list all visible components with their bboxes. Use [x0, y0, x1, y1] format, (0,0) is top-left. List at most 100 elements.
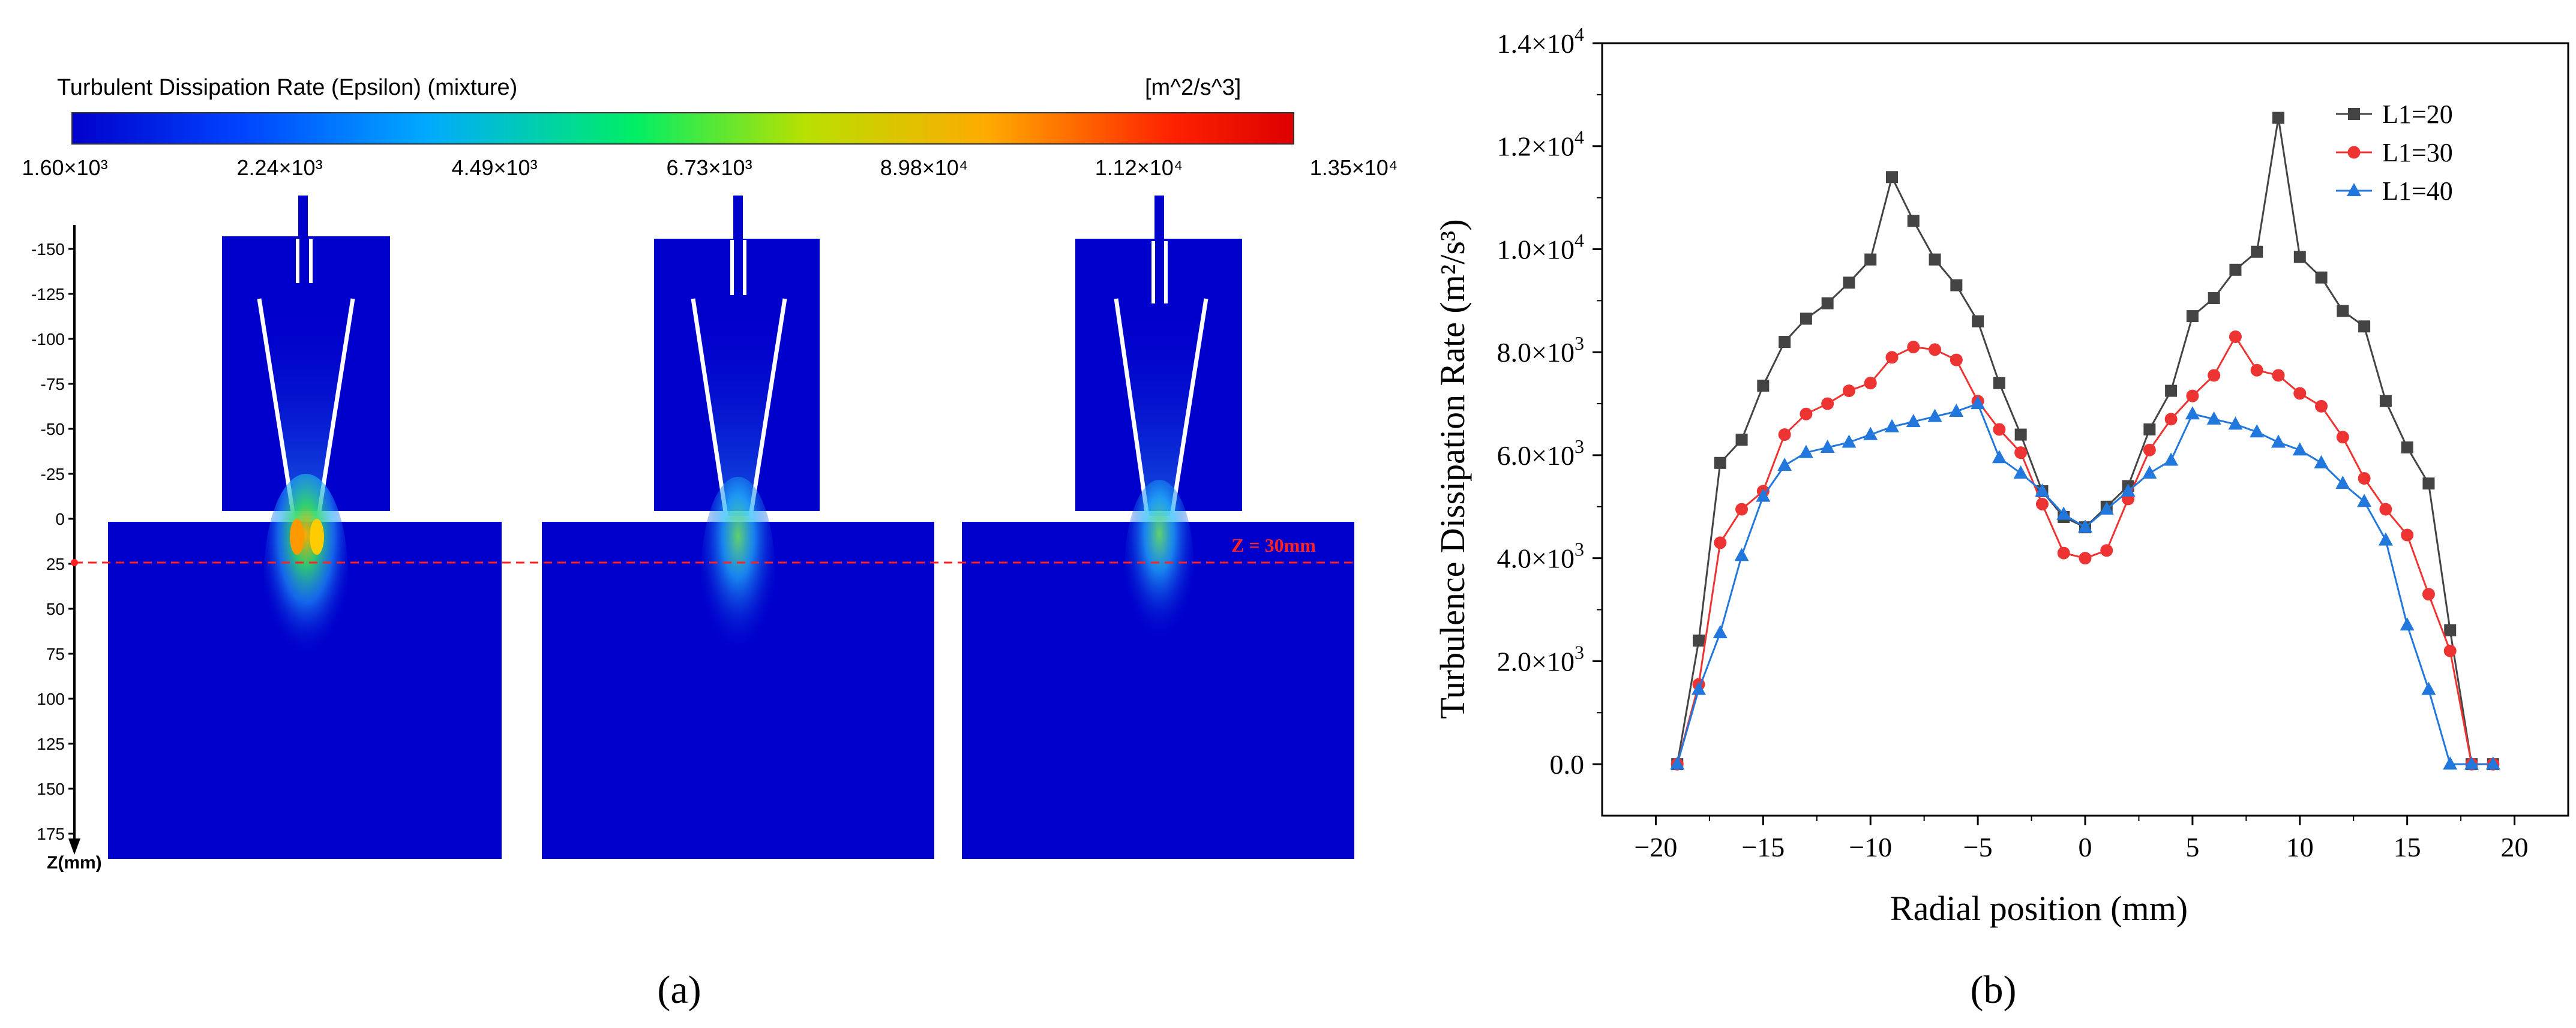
data-point	[1821, 297, 1834, 309]
data-point	[2422, 477, 2435, 490]
x-tick-label: 10	[2286, 832, 2314, 862]
data-point	[2186, 389, 2199, 402]
colorbar-tick-label: 4.49×10³	[451, 155, 537, 180]
data-point	[1693, 635, 1705, 647]
colorbar-tick-label: 8.98×10⁴	[880, 155, 968, 180]
data-point	[1863, 426, 1878, 440]
data-point	[1714, 536, 1727, 549]
data-point	[1992, 450, 2007, 464]
data-point	[2422, 588, 2435, 601]
chart-ticks: −20 −15 −10 −5 0 5 10 15 200.02.0×1034.0×1036.0×…	[1497, 23, 2529, 862]
colorbar-tick-label: 1.60×10³	[22, 155, 107, 180]
series-L1=30	[1671, 330, 2500, 771]
data-point	[2100, 544, 2113, 557]
y-tick-label: 4.0×103	[1497, 539, 1584, 574]
z-axis-tick-label: -150	[31, 240, 65, 258]
data-point	[2485, 756, 2500, 770]
data-point	[1907, 341, 1920, 354]
data-point	[2143, 443, 2156, 456]
data-point	[1757, 380, 1770, 392]
panel-b-caption: (b)	[1971, 968, 2017, 1012]
data-point	[1971, 396, 1986, 410]
data-point	[1949, 403, 1964, 417]
data-point	[2208, 292, 2220, 305]
z-axis-ticks: -150 -125 -100 -75 -50 -25 0 25 50 75 100 125 150 175	[31, 240, 78, 843]
y-tick-exponent: 3	[1575, 435, 1584, 457]
data-point	[2164, 452, 2179, 466]
series-line	[1676, 335, 2493, 765]
data-point	[2229, 263, 2242, 276]
y-tick-label: 6.0×103	[1497, 435, 1584, 471]
data-point	[2293, 251, 2306, 263]
x-tick-label: 0	[2079, 832, 2092, 862]
data-point	[2315, 271, 2328, 284]
z-axis-tick-label: 125	[37, 735, 65, 753]
x-tick-label: 5	[2185, 832, 2199, 862]
data-point	[2337, 305, 2349, 317]
z-axis: Z(mm)	[47, 225, 102, 873]
data-point	[2079, 552, 2092, 565]
data-point	[1972, 315, 1984, 327]
chart-xlabel: Radial position (mm)	[1890, 889, 2188, 928]
data-point	[1885, 419, 1899, 432]
data-point	[2121, 483, 2136, 497]
data-point	[2379, 503, 2392, 516]
z-axis-tick-label: 150	[37, 780, 65, 798]
x-tick-label: 15	[2394, 832, 2421, 862]
data-point	[1777, 458, 1792, 471]
legend-marker	[2348, 108, 2360, 120]
y-tick-exponent: 3	[1575, 641, 1584, 663]
chart-series	[1670, 112, 2500, 771]
y-tick-mantissa: 1.0×10	[1497, 234, 1575, 264]
nozzle-wall	[257, 298, 296, 516]
y-tick-label: 1.4×104	[1497, 23, 1584, 59]
data-point	[1670, 756, 1685, 770]
turbulence-hotspot	[290, 519, 304, 555]
data-point	[2357, 494, 2372, 507]
data-point	[1735, 434, 1748, 446]
z-axis-tick-label: -25	[41, 465, 65, 483]
y-tick-exponent: 4	[1575, 23, 1584, 45]
data-point	[2272, 369, 2285, 382]
data-point	[1779, 336, 1791, 348]
data-point	[2421, 681, 2436, 695]
z-axis-tick-label: 25	[46, 555, 65, 573]
y-tick-label: 8.0×103	[1497, 332, 1584, 368]
data-point	[1929, 343, 1942, 356]
data-point	[2186, 310, 2199, 323]
data-point	[2443, 644, 2457, 657]
y-tick-label: 2.0×103	[1497, 641, 1584, 677]
simulation-case-2	[542, 196, 934, 859]
colorbar-tick-label: 1.12×10⁴	[1095, 155, 1183, 180]
series-L1=20	[1671, 112, 2499, 771]
legend-label: L1=30	[2382, 138, 2453, 167]
y-tick-label: 1.0×104	[1497, 229, 1584, 264]
data-point	[2078, 519, 2092, 533]
x-tick-label: −20	[1634, 832, 1677, 862]
series-L1=40	[1670, 396, 2500, 770]
legend-label: L1=20	[2382, 100, 2453, 129]
z-axis-tick-label: 175	[37, 825, 65, 843]
data-point	[2142, 465, 2157, 479]
series-line	[1676, 118, 2493, 765]
y-tick-exponent: 4	[1575, 127, 1584, 148]
data-point	[2250, 363, 2263, 377]
colorbar-tick-label: 1.35×10⁴	[1310, 155, 1398, 180]
turbulence-plume	[264, 474, 348, 678]
z-axis-label: Z(mm)	[47, 853, 102, 873]
nozzle-wall	[316, 298, 355, 516]
z-axis-tick-label: 100	[37, 690, 65, 708]
colorbar-title: Turbulent Dissipation Rate (Epsilon) (mi…	[57, 75, 517, 100]
data-point	[1864, 377, 1877, 390]
data-point	[1842, 384, 1855, 398]
data-point	[1906, 414, 1921, 428]
nozzle-wall	[748, 298, 787, 516]
z-axis-tick-label: 50	[46, 600, 65, 618]
data-point	[1756, 488, 1771, 502]
legend-marker	[2347, 146, 2361, 159]
data-point	[1798, 444, 1813, 458]
z-axis-tick-label: -125	[31, 285, 65, 303]
nozzle-wall	[691, 298, 728, 516]
data-point	[1820, 440, 1835, 453]
x-tick-label: −5	[1963, 832, 1993, 862]
